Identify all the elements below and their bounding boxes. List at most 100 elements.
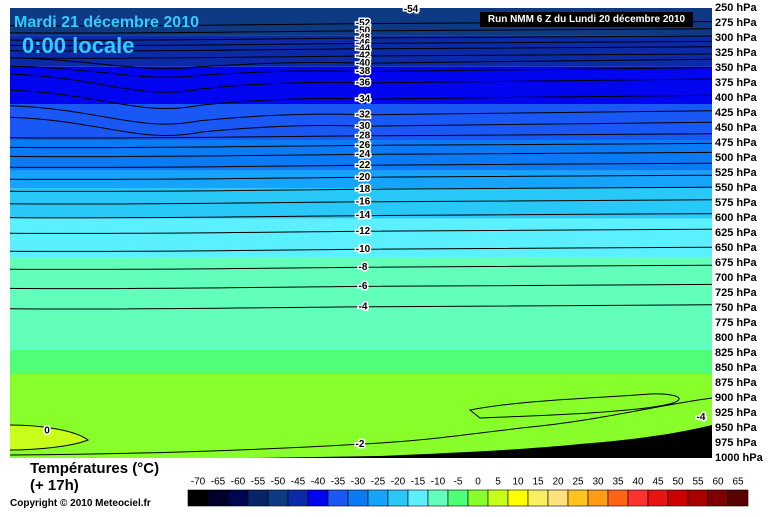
isotherm [9,162,713,168]
temp-band [10,188,712,219]
isotherm-label: -2 [356,439,365,450]
isotherm [9,28,713,34]
legend-swatch [547,489,569,507]
legend-swatch [387,489,409,507]
pressure-tick: 875 hPa [715,377,757,389]
legend-label: -20 [391,477,406,488]
isotherm [9,424,90,451]
legend-label: -55 [251,477,266,488]
legend-swatch [507,489,529,507]
legend-swatch [307,489,329,507]
isotherm [9,283,713,290]
legend-label: 25 [572,477,584,488]
legend-swatch [427,489,449,507]
isotherm-label: -54 [404,4,419,15]
pressure-tick: 925 hPa [715,407,757,419]
legend-swatch [687,489,709,507]
legend-label: -15 [411,477,426,488]
isotherm [9,116,713,137]
legend-label: -60 [231,477,246,488]
legend-swatch [447,489,469,507]
legend-swatch [607,489,629,507]
legend-swatch [347,489,369,507]
isotherm-label: -34 [356,94,371,105]
isotherm [9,304,713,310]
isotherm [9,35,713,41]
isotherm-label: -42 [356,51,371,62]
legend-label: -45 [291,477,306,488]
temp-band [10,350,712,374]
pressure-tick: 1000 hPa [715,452,764,464]
isotherm-label: -44 [356,43,371,54]
legend-swatch [567,489,589,507]
isotherm-label: -50 [356,25,371,36]
pressure-tick: 775 hPa [715,317,757,329]
legend-swatch [247,489,269,507]
isotherm-label: -6 [359,281,368,292]
isotherm [9,174,713,180]
legend-swatch [267,489,289,507]
legend-label: 40 [632,477,644,488]
isotherm-label: -28 [356,130,371,141]
pressure-tick: 525 hPa [715,167,757,179]
legend-label: 20 [552,477,564,488]
isotherm [9,199,713,205]
legend-label: -65 [211,477,226,488]
isotherm-label: -16 [356,196,371,207]
copyright: Copyright © 2010 Meteociel.fr [10,498,151,509]
legend-label: 0 [475,477,481,488]
legend-label: 10 [512,477,524,488]
pressure-tick: 575 hPa [715,197,757,209]
legend-swatch [207,489,229,507]
legend-label: 35 [612,477,624,488]
legend-swatch [667,489,689,507]
legend-label: -70 [191,477,206,488]
isotherm [9,53,713,59]
pressure-tick: 275 hPa [715,17,757,29]
isotherm-label: -8 [359,262,368,273]
legend-swatch [487,489,509,507]
variable-title: Températures (°C) [30,460,160,477]
legend-label: -40 [311,477,326,488]
legend-swatch [407,489,429,507]
legend-label: -30 [351,477,366,488]
isotherm [9,65,713,78]
legend-swatch [367,489,389,507]
pressure-tick: 425 hPa [715,107,757,119]
isotherm [9,57,713,70]
temp-band [10,66,712,104]
legend-label: 45 [652,477,664,488]
pressure-tick: 650 hPa [715,242,757,254]
pressure-tick: 450 hPa [715,122,757,134]
pressure-tick: 300 hPa [715,32,757,44]
legend-swatch [467,489,489,507]
pressure-tick: 750 hPa [715,302,757,314]
pressure-tick: 550 hPa [715,182,757,194]
terrain [250,425,712,458]
pressure-tick: 900 hPa [715,392,757,404]
pressure-tick: 350 hPa [715,62,757,74]
legend-label: 65 [732,477,744,488]
legend-label: -50 [271,477,286,488]
pressure-tick: 825 hPa [715,347,757,359]
legend-label: 55 [692,477,704,488]
legend-swatch [227,489,249,507]
pressure-tick: 700 hPa [715,272,757,284]
temp-band [10,218,712,257]
isotherm-label: -22 [356,160,371,171]
isotherm [9,73,713,93]
legend-swatch [707,489,729,507]
isotherm [9,151,713,158]
isotherm [9,246,713,252]
legend-swatch [647,489,669,507]
legend-label: 30 [592,477,604,488]
isotherm [9,228,713,234]
forecast-date: Mardi 21 décembre 2010 [14,14,199,31]
legend-label: 15 [532,477,544,488]
isotherm-label: -26 [356,140,371,151]
legend-swatch [727,489,749,507]
pressure-tick: 325 hPa [715,47,757,59]
isotherm-label: -4 [359,301,368,312]
